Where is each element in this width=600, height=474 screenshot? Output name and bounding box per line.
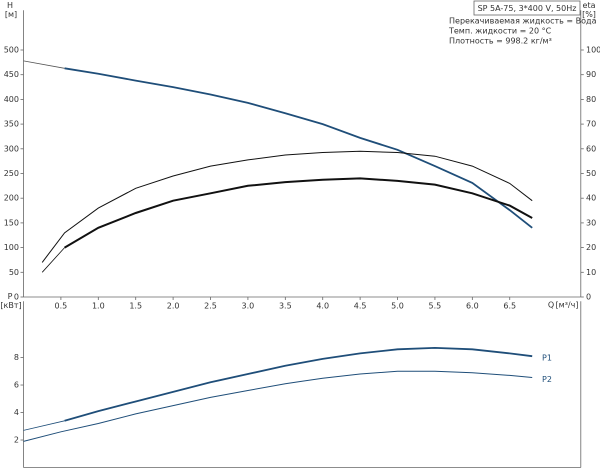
x-tick-label: 5.0	[391, 302, 404, 311]
curve	[41, 150, 533, 263]
annotation: Темп. жидкости = 20 °C	[448, 27, 552, 36]
y2-tick-label: 70	[586, 120, 596, 129]
y-tick-label: 500	[4, 46, 19, 55]
curve	[64, 67, 533, 229]
x-tick-label: 5.5	[429, 302, 442, 311]
curve	[64, 346, 533, 422]
y2-tick-label: 0	[586, 293, 591, 302]
y-tick-label: 8	[14, 353, 19, 362]
curve	[23, 420, 65, 431]
y-tick-label: 100	[4, 243, 19, 252]
x-tick-label: 4.0	[316, 302, 329, 311]
y-tick-label: 200	[4, 194, 19, 203]
y2-tick-label: 50	[586, 169, 596, 178]
y2-tick-label: 20	[586, 243, 596, 252]
chart-title: SP 5A-75, 3*400 V, 50Hz	[478, 4, 577, 13]
y-tick-label: 4	[14, 408, 19, 417]
y-axis-unit: [м]	[5, 10, 17, 19]
x-tick-label: 0.5	[55, 302, 68, 311]
y-tick-label: 50	[9, 268, 19, 277]
y-tick-label: 400	[4, 95, 19, 104]
y-tick-label: 0	[14, 293, 19, 302]
y-axis-label: H	[7, 1, 13, 10]
y-axis-unit: [кВт]	[0, 301, 21, 310]
y-tick-label: 250	[4, 169, 19, 178]
x-tick-label: 1.5	[129, 302, 142, 311]
y-axis-label: P	[8, 292, 13, 301]
y2-tick-label: 100	[586, 46, 600, 55]
y2-tick-label: 60	[586, 144, 596, 153]
x-tick-label: 2.0	[167, 302, 180, 311]
y-tick-label: 300	[4, 144, 19, 153]
curve	[23, 60, 65, 69]
x-tick-label: 1.0	[92, 302, 105, 311]
x-tick-label: 3.5	[279, 302, 292, 311]
y2-tick-label: 10	[586, 268, 596, 277]
curve	[41, 247, 65, 273]
title-box	[473, 0, 581, 16]
annotation: Перекачиваемая жидкость = Вода	[449, 17, 597, 26]
y2-tick-label: 40	[586, 194, 596, 203]
annotation: Плотность = 998.2 кг/м³	[449, 37, 552, 46]
y2-tick-label: 80	[586, 95, 596, 104]
x-tick-label: 2.5	[204, 302, 217, 311]
y-tick-label: 350	[4, 120, 19, 129]
y2-axis-label: eta	[583, 1, 596, 10]
y2-tick-label: 90	[586, 70, 596, 79]
y-tick-label: 450	[4, 70, 19, 79]
x-tick-label: 3.0	[242, 302, 255, 311]
y-tick-label: 150	[4, 218, 19, 227]
y2-axis-unit: [%]	[582, 10, 596, 19]
y2-tick-label: 30	[586, 218, 596, 227]
x-tick-label: 6.5	[503, 302, 516, 311]
series-label: P2	[542, 375, 552, 384]
x-axis-unit: [м³/ч]	[556, 301, 579, 310]
x-axis-label: Q	[548, 301, 554, 310]
series-label: P1	[542, 354, 552, 363]
x-tick-label: 6.0	[466, 302, 479, 311]
y-tick-label: 2	[14, 436, 19, 445]
curve	[64, 177, 533, 249]
x-tick-label: 4.5	[354, 302, 367, 311]
y-tick-label: 6	[14, 381, 19, 390]
curve	[23, 370, 533, 442]
